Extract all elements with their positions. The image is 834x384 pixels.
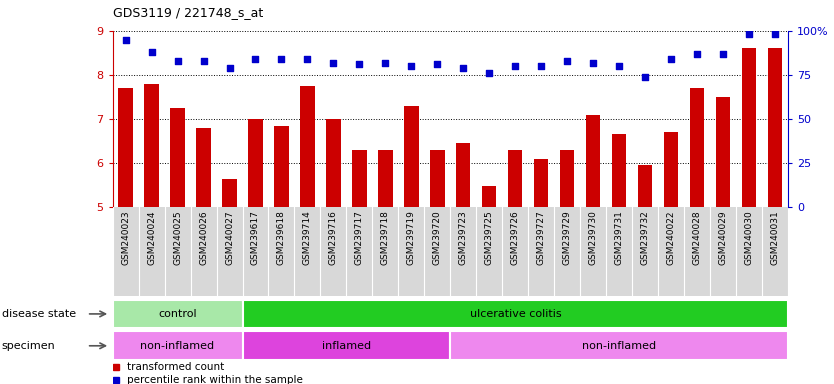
Point xyxy=(483,70,496,76)
Point xyxy=(560,58,574,64)
Point xyxy=(430,61,444,67)
Text: GSM239730: GSM239730 xyxy=(589,210,598,265)
Point xyxy=(742,31,756,37)
Point xyxy=(119,36,133,43)
Point xyxy=(716,51,730,57)
Text: GSM240023: GSM240023 xyxy=(121,210,130,265)
Bar xyxy=(243,331,450,360)
Text: GSM239725: GSM239725 xyxy=(485,210,494,265)
Text: GSM239719: GSM239719 xyxy=(407,210,416,265)
Text: GSM239714: GSM239714 xyxy=(303,210,312,265)
Text: GSM239716: GSM239716 xyxy=(329,210,338,265)
Point xyxy=(665,56,678,62)
Bar xyxy=(118,88,133,207)
Text: specimen: specimen xyxy=(2,341,55,351)
Bar xyxy=(404,106,419,207)
Point xyxy=(535,63,548,69)
Text: inflamed: inflamed xyxy=(322,341,371,351)
Bar xyxy=(113,300,243,328)
Point xyxy=(249,56,262,62)
Point xyxy=(612,63,626,69)
Text: GSM240031: GSM240031 xyxy=(771,210,780,265)
Text: GSM239732: GSM239732 xyxy=(641,210,650,265)
Bar xyxy=(326,119,340,207)
Bar xyxy=(638,166,652,207)
Bar xyxy=(482,186,496,207)
Text: GSM239717: GSM239717 xyxy=(355,210,364,265)
Bar xyxy=(664,132,678,207)
Text: ulcerative colitis: ulcerative colitis xyxy=(470,309,561,319)
Point xyxy=(327,60,340,66)
Point xyxy=(509,63,522,69)
Point xyxy=(379,60,392,66)
Bar xyxy=(534,159,549,207)
Bar xyxy=(586,115,600,207)
Text: GSM239720: GSM239720 xyxy=(433,210,442,265)
Point xyxy=(639,74,652,80)
Bar xyxy=(144,84,158,207)
Point xyxy=(223,65,236,71)
Bar xyxy=(249,119,263,207)
Text: control: control xyxy=(158,309,197,319)
Text: GSM239729: GSM239729 xyxy=(563,210,572,265)
Text: GSM240025: GSM240025 xyxy=(173,210,182,265)
Bar xyxy=(450,331,788,360)
Point xyxy=(586,60,600,66)
Text: percentile rank within the sample: percentile rank within the sample xyxy=(128,374,304,384)
Point xyxy=(197,58,210,64)
Point xyxy=(768,31,781,37)
Point xyxy=(404,63,418,69)
Text: disease state: disease state xyxy=(2,309,76,319)
Text: GSM239727: GSM239727 xyxy=(537,210,545,265)
Point xyxy=(274,56,288,62)
Bar xyxy=(612,134,626,207)
Text: GSM240024: GSM240024 xyxy=(147,210,156,265)
Bar xyxy=(352,150,367,207)
Bar xyxy=(716,97,731,207)
Text: GSM240022: GSM240022 xyxy=(666,210,676,265)
Text: GSM239731: GSM239731 xyxy=(615,210,624,265)
Bar xyxy=(742,48,756,207)
Bar xyxy=(170,108,184,207)
Bar xyxy=(300,86,314,207)
Bar xyxy=(456,143,470,207)
Point xyxy=(457,65,470,71)
Text: GSM239618: GSM239618 xyxy=(277,210,286,265)
Text: GSM240029: GSM240029 xyxy=(719,210,728,265)
Bar xyxy=(223,179,237,207)
Text: GSM240026: GSM240026 xyxy=(199,210,208,265)
Point xyxy=(301,56,314,62)
Bar xyxy=(690,88,705,207)
Bar xyxy=(379,150,393,207)
Point xyxy=(691,51,704,57)
Text: non-inflamed: non-inflamed xyxy=(582,341,656,351)
Bar xyxy=(430,150,445,207)
Text: GSM239726: GSM239726 xyxy=(510,210,520,265)
Point xyxy=(171,58,184,64)
Bar xyxy=(243,300,788,328)
Text: GDS3119 / 221748_s_at: GDS3119 / 221748_s_at xyxy=(113,6,263,19)
Text: GSM239723: GSM239723 xyxy=(459,210,468,265)
Text: non-inflamed: non-inflamed xyxy=(140,341,214,351)
Text: GSM240028: GSM240028 xyxy=(693,210,701,265)
Text: transformed count: transformed count xyxy=(128,362,224,372)
Bar xyxy=(508,150,522,207)
Bar xyxy=(274,126,289,207)
Bar xyxy=(768,48,782,207)
Bar xyxy=(560,150,575,207)
Point xyxy=(145,49,158,55)
Text: GSM240030: GSM240030 xyxy=(745,210,754,265)
Bar xyxy=(113,331,243,360)
Text: GSM239718: GSM239718 xyxy=(381,210,390,265)
Bar xyxy=(196,128,211,207)
Point xyxy=(353,61,366,67)
Text: GSM239617: GSM239617 xyxy=(251,210,260,265)
Text: GSM240027: GSM240027 xyxy=(225,210,234,265)
